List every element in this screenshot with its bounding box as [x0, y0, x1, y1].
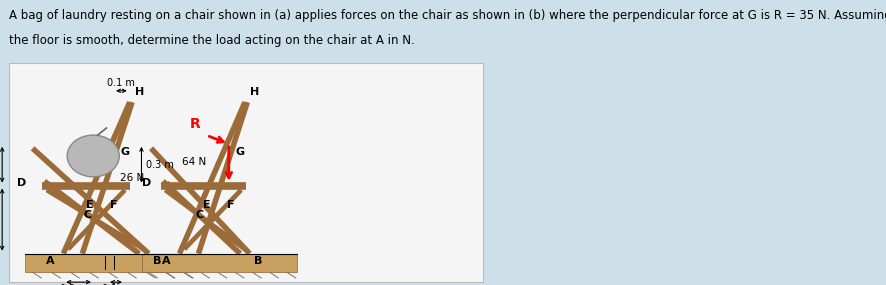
Text: H: H: [250, 87, 260, 97]
Text: F: F: [227, 200, 234, 210]
Text: the floor is smooth, determine the load acting on the chair at A in N.: the floor is smooth, determine the load …: [9, 34, 415, 47]
Text: F: F: [111, 200, 118, 210]
Text: 0.1 m: 0.1 m: [107, 78, 136, 88]
Ellipse shape: [67, 135, 120, 177]
Text: D: D: [143, 178, 152, 188]
Bar: [26, 254, 196, 272]
Text: C: C: [84, 210, 92, 220]
Text: 26 N: 26 N: [120, 173, 144, 183]
Text: G: G: [235, 147, 245, 157]
Text: A: A: [46, 256, 55, 266]
Text: 0.3 m: 0.3 m: [146, 160, 174, 170]
Text: B: B: [254, 256, 262, 266]
Text: A bag of laundry resting on a chair shown in (a) applies forces on the chair as : A bag of laundry resting on a chair show…: [9, 9, 886, 22]
Text: G: G: [120, 147, 129, 157]
Text: E: E: [86, 200, 94, 210]
Text: R: R: [190, 117, 200, 131]
Text: D: D: [17, 178, 26, 188]
Text: 64 N: 64 N: [183, 157, 206, 167]
Text: H: H: [135, 87, 144, 97]
Text: C: C: [196, 210, 204, 220]
Text: 0.2 m: 0.2 m: [60, 284, 89, 285]
Bar: [9, 63, 483, 282]
Text: 0.1 m: 0.1 m: [102, 284, 130, 285]
Bar: [142, 254, 297, 272]
Text: A: A: [162, 256, 171, 266]
Text: E: E: [203, 200, 211, 210]
Text: B: B: [153, 256, 161, 266]
